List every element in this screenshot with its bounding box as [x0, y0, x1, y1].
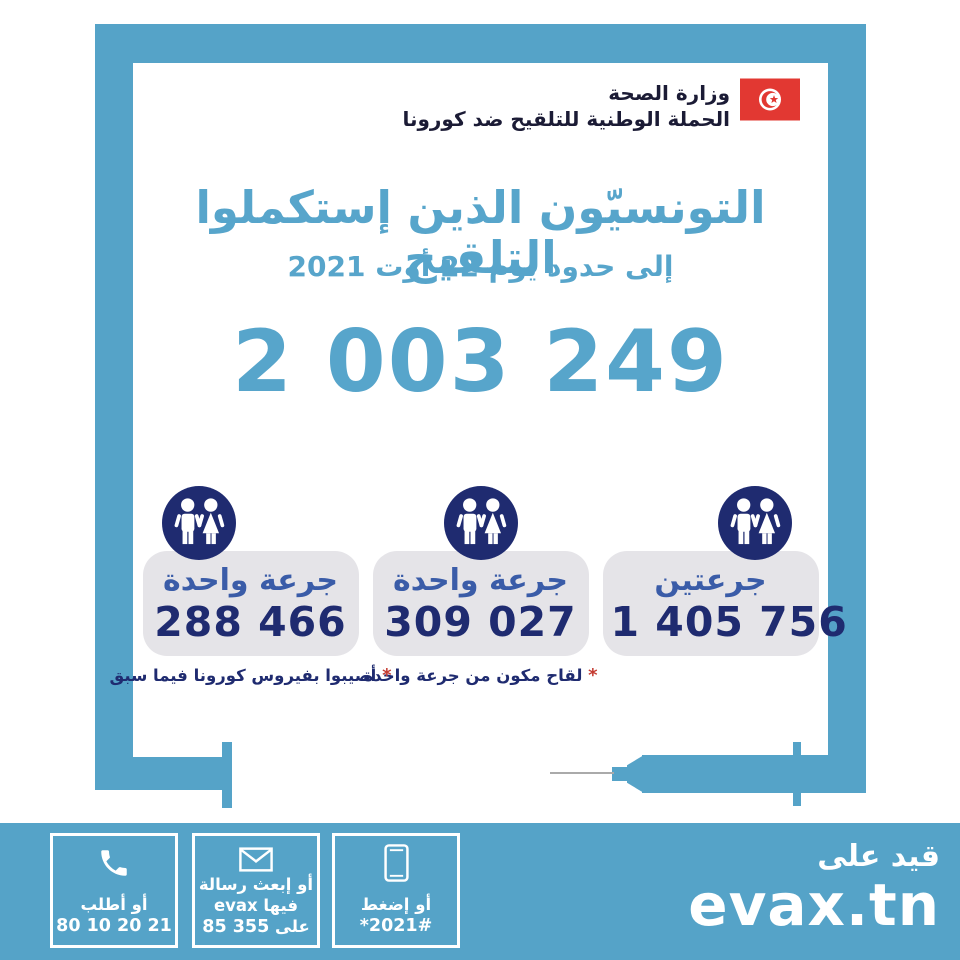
- syringe-needle: [550, 772, 614, 774]
- syringe-plunger-rod: [95, 757, 225, 790]
- stat-pill: جرعتين 1 405 756: [602, 551, 848, 656]
- stat-label: جرعتين: [654, 563, 767, 598]
- register-block: قيد على evax.tn: [688, 839, 940, 939]
- stats-row: جرعتين 1 405 756: [109, 486, 848, 687]
- frame-border-top: [95, 24, 866, 63]
- stat-pill: جرعة واحدة 309 027: [372, 551, 589, 656]
- stat-value: 288 466: [154, 597, 347, 646]
- phone-icon: [97, 844, 131, 882]
- stat-one-dose-vaccine: جرعة واحدة 309 027 * لقاح مكون من جرعة و…: [363, 486, 598, 687]
- page-subtitle: إلى حدود يوم 22 أوت 2021: [287, 250, 674, 283]
- man-woman-icon: [717, 486, 792, 560]
- ministry-header-text: وزارة الصحة الحملة الوطنية للتلقيح ضد كو…: [402, 78, 730, 132]
- call-number: 80 10 20 21: [56, 916, 172, 936]
- envelope-icon: [239, 844, 273, 874]
- syringe-barrel: [642, 755, 866, 793]
- evax-website: evax.tn: [688, 871, 940, 939]
- man-woman-icon: [161, 486, 236, 560]
- stat-value: 1 405 756: [610, 597, 848, 646]
- mobile-icon: [383, 844, 409, 882]
- register-label: قيد على: [817, 839, 940, 874]
- contact-box-call: أو أطلب 80 10 20 21: [50, 833, 178, 948]
- ussd-label: أو إضغط: [360, 895, 432, 914]
- frame-border-left: [95, 24, 133, 790]
- page-title: التونسيّون الذين إستكملوا التلقيح: [195, 181, 766, 284]
- contact-box-sms: أو إبعث رسالة فيها evax على 85 355: [192, 833, 320, 948]
- stat-label: جرعة واحدة: [162, 563, 338, 598]
- contact-box-ussd: أو إضغط *2021#: [332, 833, 460, 948]
- syringe-plunger-flange: [222, 742, 232, 808]
- stat-two-doses: جرعتين 1 405 756: [602, 486, 848, 687]
- sms-destination: على 85 355: [202, 916, 309, 938]
- sms-keyword: فيها evax: [213, 896, 299, 915]
- call-label: أو أطلب: [80, 895, 148, 914]
- note-asterisk: *: [588, 664, 598, 686]
- stat-pill: جرعة واحدة 288 466: [142, 551, 359, 656]
- sms-to-label: على: [275, 917, 310, 936]
- syringe-tip: [612, 767, 629, 781]
- stat-value: 309 027: [384, 597, 577, 646]
- frame-border-right: [828, 24, 866, 793]
- stat-label: جرعة واحدة: [392, 563, 568, 598]
- campaign-name: الحملة الوطنية للتلقيح ضد كورونا: [402, 107, 730, 131]
- note-asterisk: *: [382, 664, 392, 686]
- tunisia-flag-icon: [740, 78, 800, 121]
- stat-one-dose-recovered: جرعة واحدة 288 466 * أصيبوا بفيروس كورون…: [109, 486, 392, 687]
- ussd-code: *2021#: [359, 916, 433, 936]
- note-text: أصيبوا بفيروس كورونا فيما سبق: [109, 665, 377, 685]
- syringe-nozzle: [627, 755, 644, 793]
- footer-bar: [0, 823, 960, 960]
- stat-note: * لقاح مكون من جرعة واحدة: [363, 665, 597, 687]
- man-woman-icon: [443, 486, 518, 560]
- syringe-barrel-flange: [793, 742, 801, 806]
- ministry-name: وزارة الصحة: [608, 81, 730, 105]
- stat-note: * أصيبوا بفيروس كورونا فيما سبق: [109, 665, 391, 687]
- sms-label: أو إبعث رسالة: [198, 875, 314, 894]
- total-vaccinated-count: 2 003 249: [232, 312, 729, 412]
- sms-number: 85 355: [202, 917, 270, 937]
- note-text: لقاح مكون من جرعة واحدة: [363, 665, 583, 685]
- header: وزارة الصحة الحملة الوطنية للتلقيح ضد كو…: [402, 78, 800, 132]
